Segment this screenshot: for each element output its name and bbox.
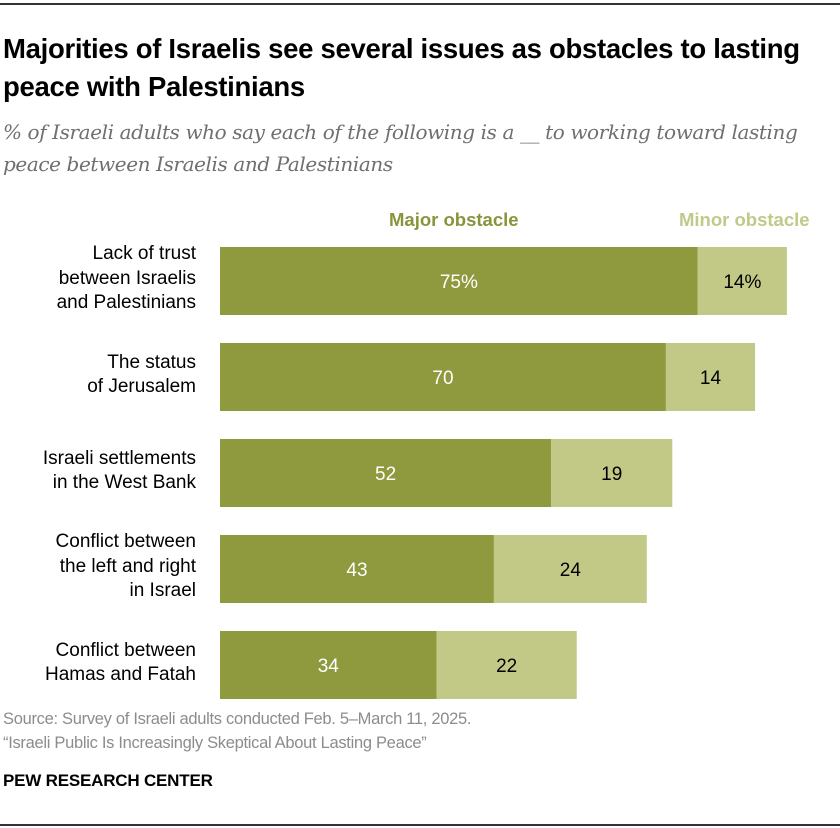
- bar-major-obstacle: [220, 535, 494, 603]
- bar-minor-obstacle: [697, 247, 787, 315]
- data-label-major: 43: [346, 560, 367, 581]
- category-label: Conflict between the left and right in Isr…: [0, 530, 196, 604]
- bar-minor-obstacle: [493, 535, 647, 603]
- bottom-rule: [0, 824, 840, 826]
- source-line-2: “Israeli Public Is Increasingly Skeptica…: [3, 734, 427, 752]
- chart-title: Majorities of Israelis see several issue…: [3, 33, 800, 102]
- data-label-minor: 14%: [723, 272, 761, 293]
- bar-major-obstacle: [220, 247, 698, 315]
- category-label-line: Hamas and Fatah: [44, 664, 196, 685]
- data-label-minor: 22: [496, 656, 517, 677]
- legend-minor-obstacle: Minor obstacle: [679, 209, 810, 230]
- source-note: Source: Survey of Israeli adults conduct…: [3, 707, 471, 755]
- category-label-line: in Israel: [129, 580, 196, 602]
- category-label-line: the left and right: [59, 555, 196, 577]
- bar-major-obstacle: [220, 343, 666, 411]
- data-label-minor: 24: [560, 560, 582, 581]
- category-label-line: and Palestinians: [56, 292, 196, 314]
- bar-minor-obstacle: [551, 439, 673, 507]
- top-rule: [0, 3, 840, 5]
- category-label-line: Conflict between: [55, 639, 196, 661]
- bar-major-obstacle: [220, 631, 437, 699]
- legend-major-obstacle: Major obstacle: [389, 209, 519, 230]
- data-label-major: 70: [432, 368, 453, 389]
- category-label: Israeli settlements in the West Bank: [0, 447, 196, 496]
- category-label-line: of Jerusalem: [87, 376, 196, 397]
- source-line-1: Source: Survey of Israeli adults conduct…: [3, 710, 472, 728]
- category-label-line: in the West Bank: [52, 472, 196, 493]
- bar-minor-obstacle: [665, 343, 756, 411]
- brand-logo-text: PEW RESEARCH CENTER: [3, 771, 213, 790]
- category-label-line: The status: [107, 351, 196, 373]
- bar-minor-obstacle: [436, 631, 577, 699]
- data-label-major: 52: [375, 464, 396, 485]
- data-label-major: 75%: [440, 272, 478, 293]
- category-label-line: Lack of trust: [92, 243, 197, 265]
- category-label: Conflict between Hamas and Fatah: [0, 639, 196, 688]
- category-label-line: Conflict between: [55, 531, 196, 553]
- bar-major-obstacle: [220, 439, 552, 507]
- data-label-major: 34: [318, 656, 340, 677]
- chart-subtitle: % of Israeli adults who say each of the …: [3, 120, 798, 176]
- data-label-minor: 14: [700, 368, 722, 389]
- category-label: The status of Jerusalem: [0, 351, 196, 400]
- data-label-minor: 19: [601, 464, 622, 485]
- category-label-line: between Israelis: [58, 267, 196, 289]
- category-label: Lack of trust between Israelis and Palesti…: [0, 242, 196, 316]
- category-label-line: Israeli settlements: [42, 447, 196, 469]
